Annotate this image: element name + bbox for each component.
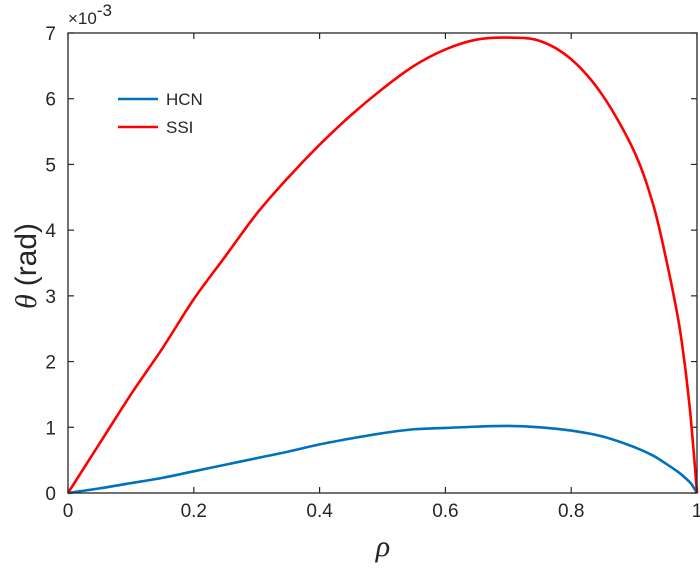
x-tick-label: 0.2 xyxy=(181,501,207,522)
x-axis-label: ρ xyxy=(375,530,390,563)
y-axis-label-unit: (rad) xyxy=(10,223,43,286)
x-tick-label: 0.4 xyxy=(306,501,333,522)
y-exponent-power: -3 xyxy=(97,1,112,20)
y-tick-label: 6 xyxy=(45,90,56,111)
legend-label-hcn: HCN xyxy=(166,90,203,109)
y-tick-label: 4 xyxy=(45,221,56,242)
legend: HCN SSI xyxy=(118,90,203,137)
y-axis-label-symbol: θ xyxy=(10,294,43,309)
y-axis-label: θ (rad) xyxy=(10,223,43,309)
x-tick-label: 0 xyxy=(63,501,74,522)
y-tick-label: 3 xyxy=(45,287,56,308)
series-layer xyxy=(66,36,699,495)
x-tick-label: 1 xyxy=(692,501,700,522)
y-tick-label: 1 xyxy=(45,418,56,439)
series-line-hcn xyxy=(67,424,699,495)
y-axis-exponent: ×10-3 xyxy=(68,1,112,28)
y-tick-label: 7 xyxy=(45,24,56,45)
y-tick-label: 2 xyxy=(45,353,56,374)
series-line-ssi xyxy=(66,36,699,494)
y-tick-label: 5 xyxy=(45,155,56,176)
y-tick-label: 0 xyxy=(45,484,56,505)
legend-label-ssi: SSI xyxy=(166,118,193,137)
y-exponent-base: ×10 xyxy=(68,9,97,28)
plot-area-frame xyxy=(67,32,698,494)
x-tick-label: 0.6 xyxy=(432,501,458,522)
x-tick-label: 0.8 xyxy=(558,501,584,522)
ticks-layer: 0 0.2 0.4 0.6 0.8 1 0 1 2 3 4 5 6 7 xyxy=(45,24,700,522)
